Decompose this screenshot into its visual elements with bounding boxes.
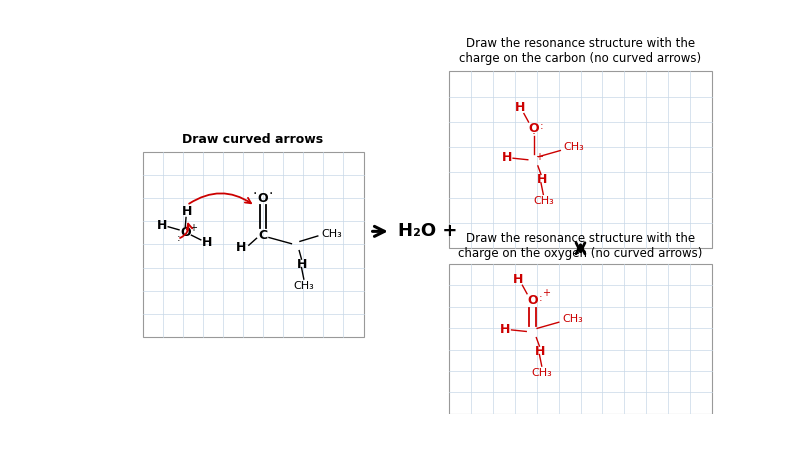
Text: H: H — [202, 236, 212, 249]
Text: CH₃: CH₃ — [563, 142, 584, 153]
Text: H: H — [535, 345, 546, 358]
Text: H: H — [537, 173, 547, 186]
Text: H: H — [157, 219, 167, 232]
Text: H: H — [500, 323, 510, 336]
Text: ·: · — [531, 128, 535, 141]
Bar — [449, 264, 712, 414]
Text: CH₃: CH₃ — [562, 314, 582, 324]
Text: ·: · — [253, 187, 257, 201]
Text: H₂O +: H₂O + — [398, 222, 458, 240]
Text: H: H — [297, 258, 307, 271]
Text: +: + — [534, 152, 542, 162]
Text: :: : — [540, 121, 543, 131]
Text: O: O — [527, 294, 538, 307]
Text: O: O — [258, 192, 268, 205]
Text: +: + — [189, 223, 197, 232]
Text: H: H — [514, 272, 524, 286]
Text: CH₃: CH₃ — [531, 368, 552, 378]
FancyArrowPatch shape — [189, 193, 251, 204]
Text: O: O — [529, 122, 539, 135]
Text: H: H — [182, 205, 192, 218]
Text: ·: · — [268, 187, 273, 201]
Text: CH₃: CH₃ — [321, 229, 342, 239]
Text: H: H — [515, 101, 526, 114]
Text: H: H — [236, 241, 246, 254]
Text: H: H — [502, 151, 512, 164]
Text: Draw curved arrows: Draw curved arrows — [182, 133, 324, 146]
Text: CH₃: CH₃ — [533, 196, 554, 206]
Bar — [142, 152, 363, 337]
Text: C: C — [258, 229, 267, 242]
Text: Draw the resonance structure with the
charge on the oxygen (no curved arrows): Draw the resonance structure with the ch… — [458, 232, 702, 260]
FancyArrowPatch shape — [180, 224, 192, 238]
Text: +: + — [542, 288, 550, 298]
Text: Draw the resonance structure with the
charge on the carbon (no curved arrows): Draw the resonance structure with the ch… — [459, 37, 702, 65]
Text: :: : — [178, 232, 181, 243]
Text: CH₃: CH₃ — [294, 281, 314, 291]
Bar — [449, 71, 712, 248]
Text: O: O — [180, 226, 190, 239]
Text: :: : — [538, 292, 542, 303]
